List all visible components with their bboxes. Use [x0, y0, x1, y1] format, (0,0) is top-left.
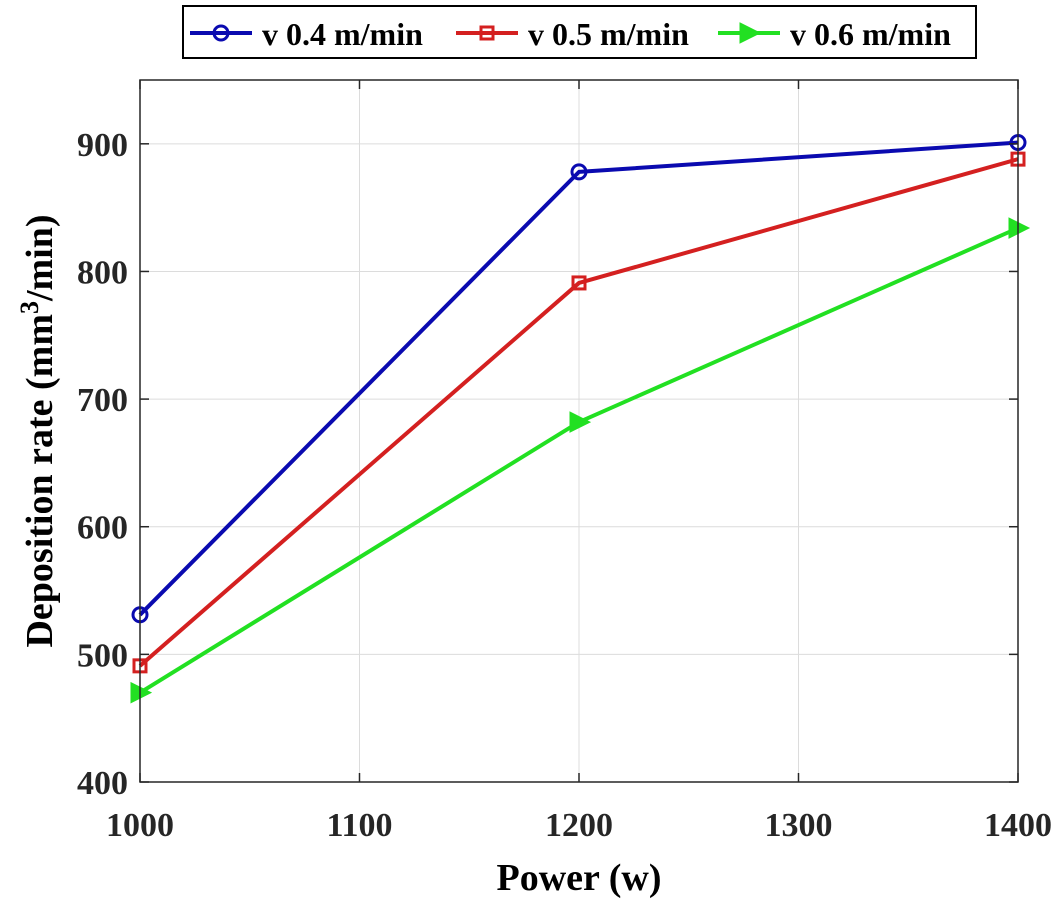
- legend-marker: [739, 22, 762, 44]
- x-tick-label: 1100: [326, 807, 392, 844]
- ticks: 1000 1100 1200 1300 1400 400 500 600 700 800 900: [77, 80, 1052, 844]
- data-point-marker: [130, 681, 153, 704]
- legend-label: v 0.5 m/min: [528, 16, 689, 52]
- x-tick-label: 1400: [984, 807, 1052, 844]
- data-point-marker: [569, 411, 592, 433]
- data-point-marker: [570, 163, 588, 181]
- x-tick-label: 1000: [106, 807, 174, 844]
- legend-marker: [479, 25, 495, 41]
- series-3: [130, 217, 1031, 704]
- y-axis-label-main: Deposition rate (mm: [19, 314, 61, 647]
- legend-entry: v 0.4 m/min: [190, 16, 423, 52]
- y-axis-label-tail: /min): [19, 214, 61, 302]
- y-tick-label: 900: [77, 127, 128, 164]
- legend-marker: [212, 24, 230, 42]
- series-line: [138, 140, 1019, 617]
- y-axis-label-superscript: 3: [15, 301, 44, 314]
- data-point-marker: [571, 275, 587, 291]
- data-point-marker: [1008, 217, 1031, 239]
- legend-box: [182, 5, 977, 59]
- y-tick-label: 700: [77, 382, 128, 419]
- x-tick-label: 1300: [765, 807, 833, 844]
- legend: v 0.4 m/min v 0.5 m/min v 0.6 m/min: [182, 5, 977, 59]
- legend-entry: v 0.6 m/min: [718, 16, 951, 52]
- y-tick-label: 800: [77, 254, 128, 291]
- series-layer: [130, 134, 1031, 704]
- y-tick-label: 600: [77, 510, 128, 547]
- legend-label: v 0.6 m/min: [790, 16, 951, 52]
- y-tick-label: 400: [77, 765, 128, 802]
- y-tick-label: 500: [77, 637, 128, 674]
- x-axis-label: Power (w): [497, 857, 662, 899]
- legend-entry: v 0.5 m/min: [456, 16, 689, 52]
- series-line: [138, 157, 1019, 668]
- legend-label: v 0.4 m/min: [262, 16, 423, 52]
- y-axis-label: Deposition rate (mm3/min): [15, 214, 61, 647]
- x-tick-label: 1200: [545, 807, 613, 844]
